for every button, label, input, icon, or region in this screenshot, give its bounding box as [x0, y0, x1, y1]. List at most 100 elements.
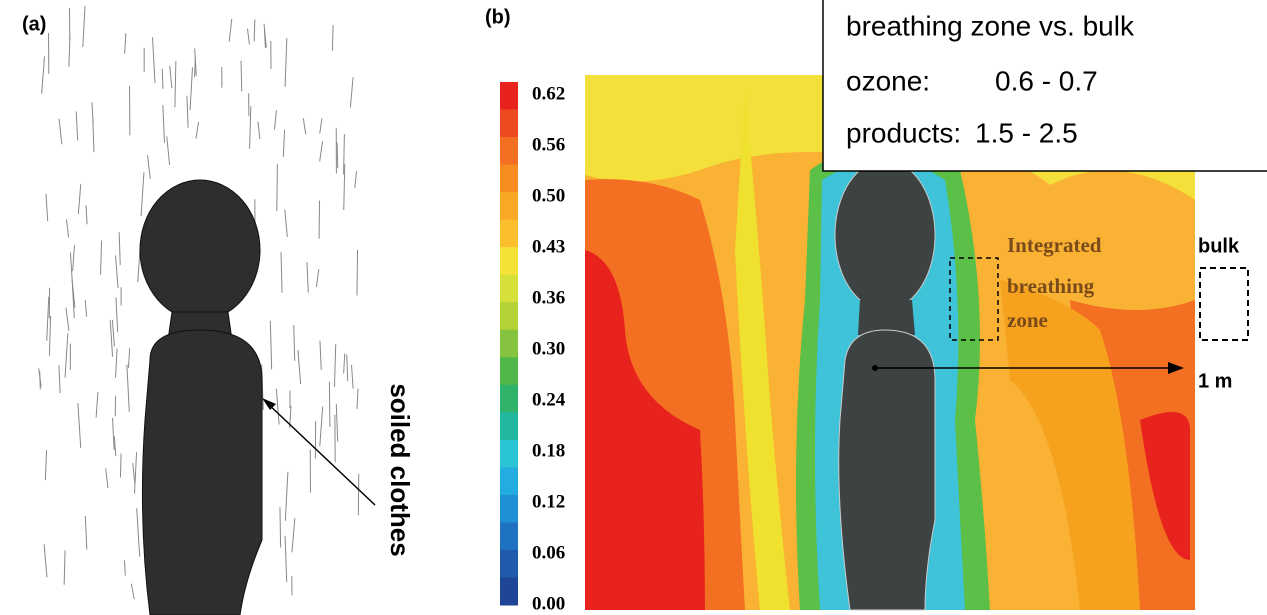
info-rows: ozone: 0.6 - 0.7 products: 1.5 - 2.5 — [846, 65, 1098, 148]
flow-arrow — [319, 118, 323, 134]
flow-arrow — [356, 388, 359, 409]
flow-arrow — [162, 104, 165, 144]
colorbar-ticks: 0.62 0.56 0.50 0.43 0.36 0.30 0.24 0.18 0.12 0.06… — [532, 83, 566, 614]
flow-arrow — [174, 60, 177, 108]
flow-arrow — [43, 544, 48, 578]
zone-label: Integrated breathing zone — [1007, 233, 1102, 332]
flow-arrow — [77, 403, 82, 448]
flow-arrow — [115, 348, 118, 378]
flow-arrow — [336, 142, 339, 169]
colorbar-band — [500, 494, 518, 523]
flow-arrow — [72, 245, 76, 272]
colorbar-band — [500, 549, 518, 578]
colorbar-tick-label: 0.50 — [532, 185, 565, 206]
flow-arrow — [306, 262, 309, 293]
flow-arrow — [333, 344, 337, 387]
colorbar-band — [500, 192, 518, 221]
colorbar-band — [500, 357, 518, 386]
arrow-head — [1168, 362, 1184, 374]
info-title: breathing zone vs. bulk — [846, 10, 1135, 41]
flow-arrow — [111, 319, 115, 347]
flow-arrow — [319, 406, 324, 447]
flow-arrow — [38, 368, 42, 388]
zone-label-line: Integrated — [1007, 233, 1102, 257]
flow-arrow — [58, 365, 61, 394]
colorbar-band — [500, 384, 518, 413]
flow-arrow — [118, 232, 121, 266]
flow-arrow — [354, 171, 357, 189]
flow-arrow — [136, 508, 141, 557]
flow-arrow — [302, 118, 307, 135]
colorbar-band — [500, 412, 518, 441]
colorbar-band — [500, 439, 518, 468]
colorbar-band — [500, 137, 518, 166]
colorbar-band — [500, 109, 518, 138]
zone-label-line: breathing — [1007, 274, 1095, 298]
flow-arrow — [247, 28, 250, 45]
arrow-head — [262, 398, 276, 410]
flow-arrow — [112, 417, 115, 451]
panel-label: (b) — [485, 6, 511, 28]
row-name: ozone: — [846, 65, 930, 96]
colorbar-tick-label: 0.43 — [532, 236, 565, 257]
flow-arrow — [109, 320, 114, 357]
colorbar-tick-label: 0.24 — [532, 389, 566, 410]
flow-arrow — [194, 57, 196, 78]
flow-arrow — [124, 560, 126, 576]
flow-arrow — [132, 462, 136, 483]
flow-arrow — [134, 452, 138, 494]
info-box — [822, 0, 1267, 172]
flow-arrow — [297, 350, 302, 385]
flow-arrow — [275, 388, 280, 425]
flow-arrow — [119, 453, 122, 478]
flow-arrow — [284, 209, 288, 237]
colorbar-band — [500, 219, 518, 248]
flow-arrow — [343, 353, 346, 374]
flow-arrow — [343, 164, 346, 211]
flow-arrow — [69, 252, 74, 294]
flow-arrow — [161, 68, 164, 89]
flow-arrow — [328, 381, 331, 427]
colorbar-band — [500, 247, 518, 276]
colorbar-band — [500, 577, 518, 606]
flow-arrow — [346, 354, 349, 382]
flow-arrow — [124, 33, 127, 54]
flow-arrow — [228, 18, 233, 42]
colorbar-band — [500, 164, 518, 193]
flow-arrow — [41, 56, 46, 94]
flow-arrow — [84, 515, 88, 550]
colorbar-band — [500, 522, 518, 551]
flow-arrow — [284, 471, 289, 521]
bulk-label: bulk — [1198, 235, 1240, 257]
flow-arrow — [127, 348, 131, 368]
row-range: 0.6 - 0.7 — [995, 65, 1098, 96]
colorbar-band — [500, 82, 518, 111]
flow-arrow — [152, 37, 156, 84]
distance-label: 1 m — [1198, 370, 1232, 392]
flow-arrow — [240, 60, 243, 92]
flow-arrow — [84, 299, 88, 317]
colorbar-tick-label: 0.18 — [532, 440, 565, 461]
flow-arrow — [130, 583, 135, 600]
flow-arrow — [115, 297, 119, 333]
flow-arrow — [77, 183, 82, 214]
flow-arrow — [279, 507, 282, 548]
flow-arrow — [100, 240, 103, 275]
colorbar-band — [500, 467, 518, 496]
bulk-box — [1199, 267, 1249, 341]
flow-arrow — [169, 65, 173, 89]
flow-arrow — [68, 37, 71, 67]
flow-arrow — [64, 333, 69, 378]
flow-arrow — [274, 109, 277, 130]
zone-label-line: zone — [1007, 308, 1048, 332]
flow-arrow — [105, 468, 109, 489]
colorbar — [500, 82, 518, 606]
flow-arrow — [356, 249, 359, 296]
manikin-a — [139, 179, 263, 615]
flow-arrow — [263, 28, 266, 49]
annotation: soiled clothes — [385, 383, 415, 556]
flow-arrow — [269, 320, 273, 370]
flow-arrow — [335, 404, 339, 442]
flow-arrow — [280, 251, 283, 293]
flow-arrow — [115, 255, 119, 289]
